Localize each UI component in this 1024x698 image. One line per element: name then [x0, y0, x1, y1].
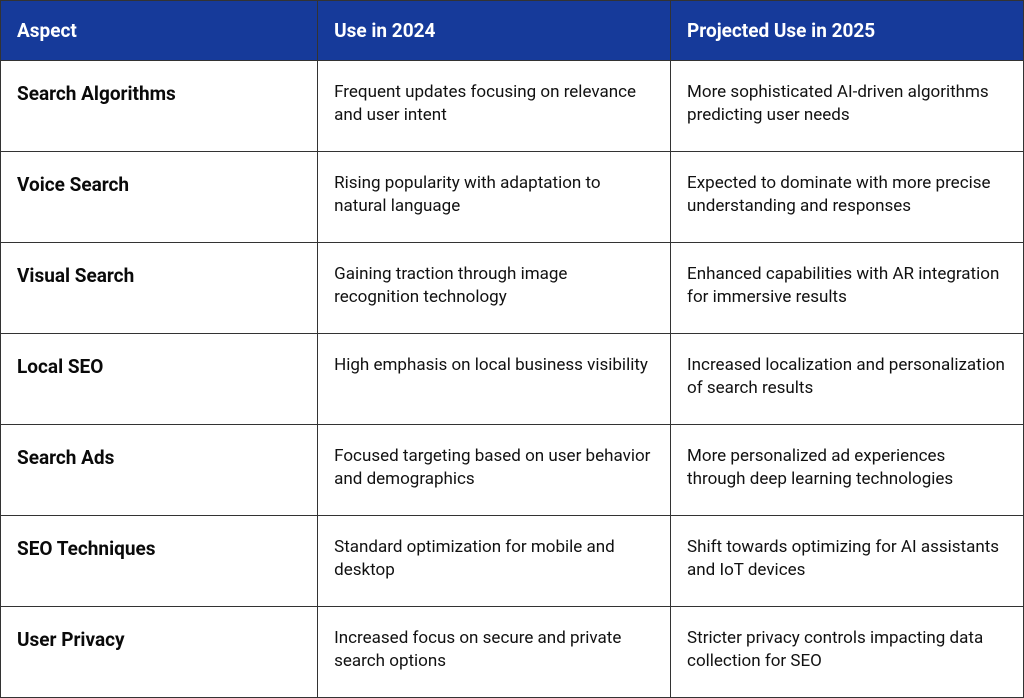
table-row: Search Ads Focused targeting based on us… — [1, 425, 1024, 516]
use2024-cell: High emphasis on local business visibili… — [318, 334, 671, 425]
table-row: User Privacy Increased focus on secure a… — [1, 607, 1024, 698]
table-body: Search Algorithms Frequent updates focus… — [1, 61, 1024, 698]
col-header-use2024: Use in 2024 — [318, 1, 671, 61]
table-row: Search Algorithms Frequent updates focus… — [1, 61, 1024, 152]
aspect-cell: User Privacy — [1, 607, 318, 698]
use2025-cell: Shift towards optimizing for AI assistan… — [671, 516, 1024, 607]
use2024-cell: Increased focus on secure and private se… — [318, 607, 671, 698]
table-row: Voice Search Rising popularity with adap… — [1, 152, 1024, 243]
use2025-cell: More sophisticated AI-driven algorithms … — [671, 61, 1024, 152]
aspect-cell: Visual Search — [1, 243, 318, 334]
use2024-cell: Gaining traction through image recogniti… — [318, 243, 671, 334]
use2025-cell: More personalized ad experiences through… — [671, 425, 1024, 516]
aspect-cell: SEO Techniques — [1, 516, 318, 607]
table-header: Aspect Use in 2024 Projected Use in 2025 — [1, 1, 1024, 61]
use2025-cell: Stricter privacy controls impacting data… — [671, 607, 1024, 698]
use2024-cell: Rising popularity with adaptation to nat… — [318, 152, 671, 243]
use2024-cell: Focused targeting based on user behavior… — [318, 425, 671, 516]
seo-comparison-table: Aspect Use in 2024 Projected Use in 2025… — [0, 0, 1024, 698]
use2025-cell: Expected to dominate with more precise u… — [671, 152, 1024, 243]
use2024-cell: Standard optimization for mobile and des… — [318, 516, 671, 607]
aspect-cell: Search Algorithms — [1, 61, 318, 152]
aspect-cell: Local SEO — [1, 334, 318, 425]
aspect-cell: Search Ads — [1, 425, 318, 516]
table-row: Local SEO High emphasis on local busines… — [1, 334, 1024, 425]
use2024-cell: Frequent updates focusing on relevance a… — [318, 61, 671, 152]
table-row: SEO Techniques Standard optimization for… — [1, 516, 1024, 607]
col-header-aspect: Aspect — [1, 1, 318, 61]
aspect-cell: Voice Search — [1, 152, 318, 243]
use2025-cell: Increased localization and personalizati… — [671, 334, 1024, 425]
use2025-cell: Enhanced capabilities with AR integratio… — [671, 243, 1024, 334]
table-row: Visual Search Gaining traction through i… — [1, 243, 1024, 334]
col-header-use2025: Projected Use in 2025 — [671, 1, 1024, 61]
